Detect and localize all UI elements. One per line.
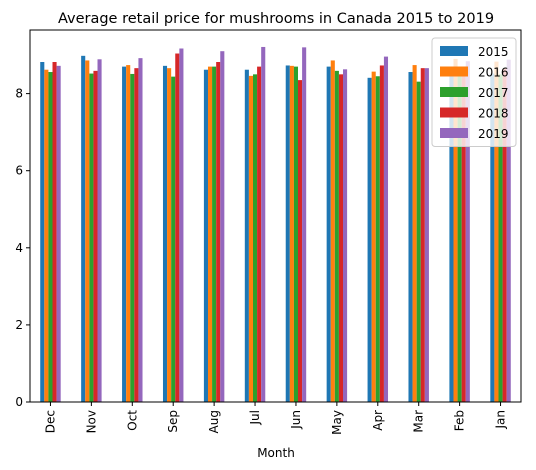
legend: 2015 2016 2017 2018 2019 xyxy=(431,37,517,147)
bar-2019-Jan xyxy=(506,59,511,403)
bar-2019-Jul xyxy=(261,46,266,403)
bar-2019-Nov xyxy=(97,59,102,403)
y-tick-label: 8 xyxy=(15,87,23,101)
bar-2019-Feb xyxy=(465,61,470,402)
bar-2015-Nov xyxy=(81,55,86,402)
bar-2019-Aug xyxy=(220,51,225,402)
bar-2015-Jul xyxy=(244,69,249,403)
x-tick-label: Jun xyxy=(289,410,303,430)
bar-2017-Jul xyxy=(253,74,258,402)
bar-2019-Apr xyxy=(383,56,389,402)
y-tick-label: 2 xyxy=(15,318,23,332)
bar-2018-Jul xyxy=(257,66,262,403)
bar-2017-Nov xyxy=(89,73,94,402)
bar-2015-Aug xyxy=(203,69,208,403)
bar-2018-Dec xyxy=(52,62,57,402)
bar-2016-Dec xyxy=(44,69,49,403)
bar-2017-Mar xyxy=(416,81,421,402)
x-tick-label: May xyxy=(330,410,344,435)
bar-2016-Jul xyxy=(248,75,253,403)
y-tick-label: 6 xyxy=(15,164,23,178)
legend-swatch-2017 xyxy=(440,87,468,97)
bar-2017-Aug xyxy=(212,66,217,403)
bar-2016-May xyxy=(330,60,335,402)
bar-2015-Jan xyxy=(490,73,495,402)
bar-2015-Jun xyxy=(285,65,290,402)
bar-2016-Aug xyxy=(207,66,213,403)
plot-frame xyxy=(29,29,522,403)
bar-2018-Feb xyxy=(461,69,466,403)
y-tick-label: 4 xyxy=(15,241,23,255)
bar-2018-Jan xyxy=(502,68,507,403)
x-tick-label: Dec xyxy=(43,410,57,433)
x-tick-label: Jul xyxy=(248,410,262,425)
bar-2017-Feb xyxy=(457,73,462,403)
y-axis-ticks: 0 2 4 6 8 xyxy=(15,87,30,409)
x-tick-label: Apr xyxy=(371,410,385,431)
y-tick-label: 0 xyxy=(15,395,23,409)
x-tick-label: Oct xyxy=(125,410,139,431)
x-tick-label: Aug xyxy=(207,410,221,433)
bar-2019-Oct xyxy=(138,58,143,402)
legend-swatch-2015 xyxy=(440,46,468,56)
bar-2017-May xyxy=(334,70,339,403)
bar-2016-Sep xyxy=(167,68,172,402)
bar-2016-Jun xyxy=(289,65,294,402)
bar-2017-Oct xyxy=(130,73,135,402)
legend-swatch-2016 xyxy=(440,66,468,77)
legend-swatch-2018 xyxy=(440,107,468,118)
bar-2018-May xyxy=(338,74,344,402)
bar-2015-Sep xyxy=(162,65,168,402)
bar-2017-Jun xyxy=(293,66,298,403)
legend-label-2017: 2017 xyxy=(478,86,509,100)
bar-2016-Nov xyxy=(85,60,90,402)
bar-2019-Dec xyxy=(56,65,61,402)
legend-label-2019: 2019 xyxy=(478,127,509,141)
legend-label-2015: 2015 xyxy=(478,45,509,59)
bars-group xyxy=(40,46,511,403)
bar-2016-Oct xyxy=(126,65,131,402)
bar-2017-Sep xyxy=(171,76,176,402)
x-tick-label: Nov xyxy=(84,410,98,433)
bar-2018-Nov xyxy=(93,70,98,403)
x-axis-label: Month xyxy=(257,446,295,460)
bar-2019-Mar xyxy=(424,68,429,402)
x-tick-label: Mar xyxy=(412,410,426,433)
chart-title: Average retail price for mushrooms in Ca… xyxy=(58,11,494,27)
bar-2018-Apr xyxy=(379,65,384,402)
bar-2018-Aug xyxy=(216,62,221,402)
bar-2015-Dec xyxy=(40,62,45,402)
x-tick-label: Jan xyxy=(494,410,508,430)
x-tick-label: Sep xyxy=(166,410,180,433)
legend-box xyxy=(431,37,517,147)
bar-2016-Apr xyxy=(371,71,376,402)
bar-2019-Jun xyxy=(302,47,307,402)
legend-label-2018: 2018 xyxy=(478,107,509,121)
bar-2015-Mar xyxy=(408,72,413,403)
bar-2018-Mar xyxy=(420,68,425,402)
bar-2017-Dec xyxy=(48,72,53,403)
bar-2019-May xyxy=(343,69,348,402)
bar-2016-Feb xyxy=(453,58,458,402)
legend-label-2016: 2016 xyxy=(478,66,509,80)
bar-2017-Jan xyxy=(498,74,503,402)
bar-2018-Oct xyxy=(134,68,139,402)
x-axis-ticks: Dec Nov Oct Sep Aug Jul Jun May Apr Mar Feb Jan xyxy=(43,402,508,435)
bar-2016-Mar xyxy=(412,65,417,402)
bar-2015-Apr xyxy=(367,77,372,403)
bar-2015-Feb xyxy=(449,71,454,402)
x-tick-label: Feb xyxy=(453,410,467,431)
legend-swatch-2019 xyxy=(440,128,468,138)
bar-2016-Jan xyxy=(494,61,499,403)
bar-2015-Oct xyxy=(122,66,127,403)
bar-2018-Jun xyxy=(298,80,303,403)
bar-2015-May xyxy=(326,66,331,403)
bar-2017-Apr xyxy=(375,76,380,402)
bar-2018-Sep xyxy=(175,53,180,403)
bar-2019-Sep xyxy=(179,48,184,402)
